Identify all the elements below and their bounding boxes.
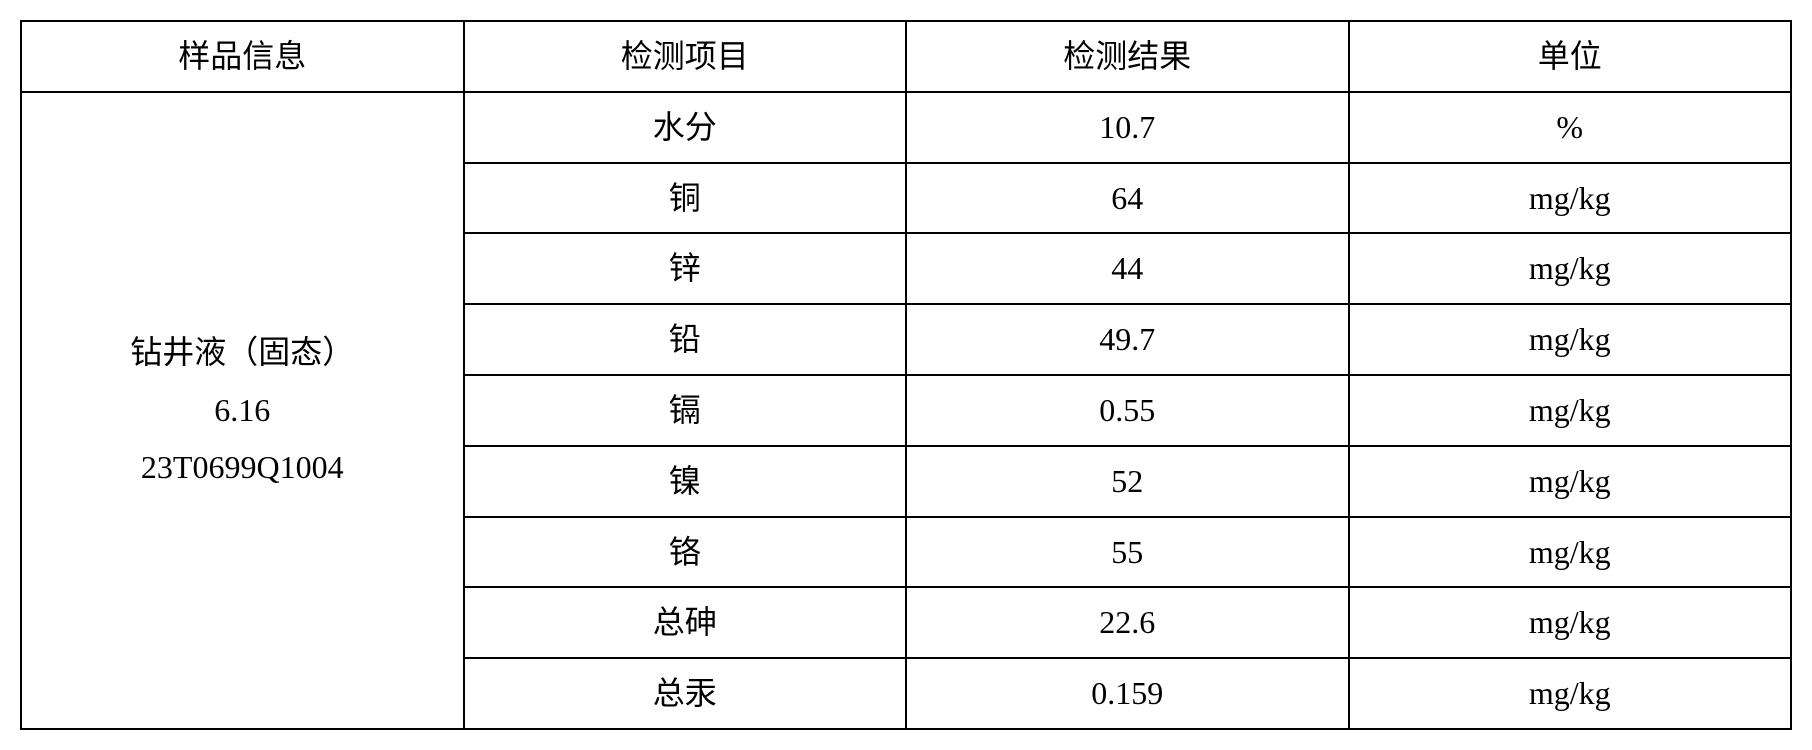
cell-result: 52: [906, 446, 1349, 517]
table-header-row: 样品信息 检测项目 检测结果 单位: [21, 21, 1791, 92]
cell-result: 44: [906, 233, 1349, 304]
sample-date: 6.16: [30, 382, 455, 440]
sample-info-cell: 钻井液（固态） 6.16 23T0699Q1004: [21, 92, 464, 729]
sample-name: 钻井液（固态）: [30, 324, 455, 382]
cell-result: 0.159: [906, 658, 1349, 729]
header-test-result: 检测结果: [906, 21, 1349, 92]
cell-unit: mg/kg: [1349, 446, 1792, 517]
cell-unit: mg/kg: [1349, 587, 1792, 658]
table-body: 钻井液（固态） 6.16 23T0699Q1004 水分 10.7 % 铜 64…: [21, 92, 1791, 729]
cell-item: 铜: [464, 163, 907, 234]
test-results-table: 样品信息 检测项目 检测结果 单位 钻井液（固态） 6.16 23T0699Q1…: [20, 20, 1792, 730]
sample-code: 23T0699Q1004: [30, 439, 455, 497]
cell-unit: mg/kg: [1349, 658, 1792, 729]
cell-unit: %: [1349, 92, 1792, 163]
cell-unit: mg/kg: [1349, 517, 1792, 588]
cell-unit: mg/kg: [1349, 163, 1792, 234]
cell-item: 水分: [464, 92, 907, 163]
cell-unit: mg/kg: [1349, 304, 1792, 375]
header-unit: 单位: [1349, 21, 1792, 92]
cell-result: 22.6: [906, 587, 1349, 658]
cell-item: 铅: [464, 304, 907, 375]
cell-item: 铬: [464, 517, 907, 588]
cell-item: 总汞: [464, 658, 907, 729]
table-row: 钻井液（固态） 6.16 23T0699Q1004 水分 10.7 %: [21, 92, 1791, 163]
cell-result: 55: [906, 517, 1349, 588]
cell-result: 0.55: [906, 375, 1349, 446]
cell-result: 49.7: [906, 304, 1349, 375]
cell-item: 镉: [464, 375, 907, 446]
header-test-item: 检测项目: [464, 21, 907, 92]
cell-result: 64: [906, 163, 1349, 234]
cell-item: 锌: [464, 233, 907, 304]
cell-item: 镍: [464, 446, 907, 517]
header-sample-info: 样品信息: [21, 21, 464, 92]
cell-item: 总砷: [464, 587, 907, 658]
cell-result: 10.7: [906, 92, 1349, 163]
cell-unit: mg/kg: [1349, 375, 1792, 446]
cell-unit: mg/kg: [1349, 233, 1792, 304]
